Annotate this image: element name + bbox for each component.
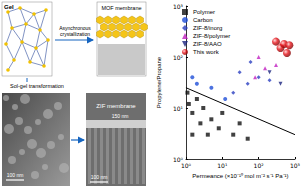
svg-text:10²: 10² (254, 162, 265, 169)
svg-text:Asynchronous: Asynchronous (59, 25, 91, 31)
svg-text:ZIF-8/AAO: ZIF-8/AAO (193, 41, 222, 47)
svg-text:Carbon: Carbon (193, 17, 213, 23)
svg-text:Sol-gel transformation: Sol-gel transformation (10, 83, 64, 89)
svg-text:This work: This work (193, 49, 220, 55)
svg-text:10³: 10³ (290, 162, 301, 169)
svg-text:MOF membrane: MOF membrane (101, 5, 141, 11)
svg-text:10⁰: 10⁰ (181, 162, 192, 169)
svg-text:10¹: 10¹ (217, 162, 228, 169)
svg-text:10⁰: 10⁰ (172, 155, 183, 163)
svg-text:100 nm: 100 nm (7, 172, 24, 178)
svg-text:100 nm: 100 nm (91, 174, 108, 180)
svg-text:Permeance (×10⁻¹⁰ mol m⁻² s⁻¹: Permeance (×10⁻¹⁰ mol m⁻² s⁻¹ Pa⁻¹) (192, 172, 288, 179)
svg-text:10³: 10³ (173, 3, 184, 10)
svg-text:Propylene/Propane: Propylene/Propane (156, 56, 162, 108)
svg-text:10¹: 10¹ (173, 105, 184, 112)
svg-text:Polymer: Polymer (193, 9, 215, 15)
svg-text:ZIF-8/polymer: ZIF-8/polymer (193, 33, 230, 39)
svg-text:crystallization: crystallization (60, 31, 90, 37)
svg-text:Gel: Gel (4, 4, 14, 10)
svg-text:ZIF-8/inorg: ZIF-8/inorg (193, 25, 222, 31)
svg-text:10²: 10² (173, 54, 184, 61)
svg-text:ZIF membrane: ZIF membrane (96, 103, 136, 109)
svg-text:150 nm: 150 nm (112, 113, 129, 119)
